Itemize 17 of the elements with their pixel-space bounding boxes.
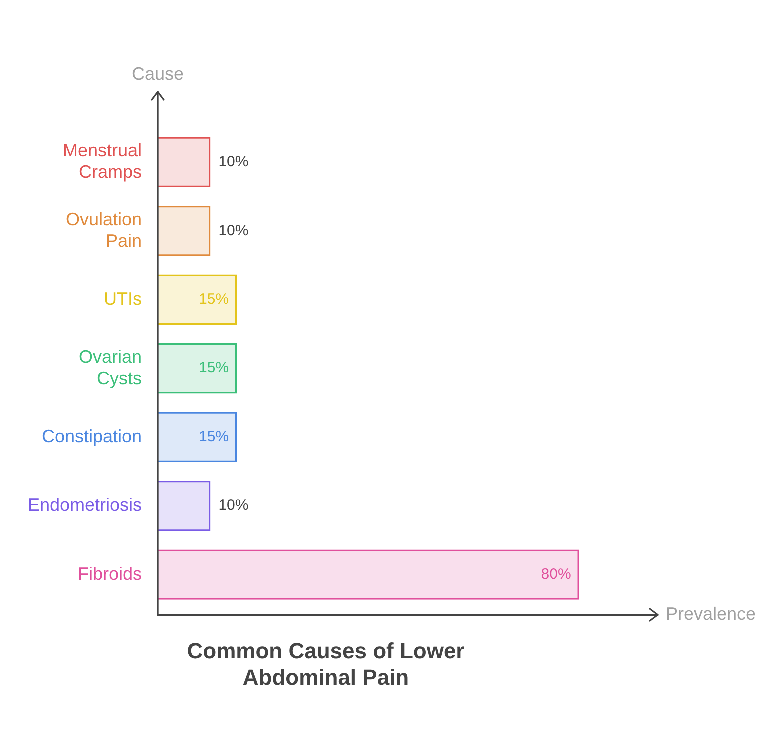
x-axis-title: Prevalence	[666, 604, 756, 624]
data-label: 15%	[199, 360, 230, 377]
data-label: 10%	[218, 222, 249, 240]
y-tick-label: Ovulation Pain	[66, 209, 142, 251]
y-tick-label: Ovarian Cysts	[79, 346, 142, 388]
y-tick-label: Fibroids	[78, 564, 142, 584]
data-label: 80%	[541, 566, 572, 583]
data-label: 15%	[199, 291, 230, 308]
text: Common Causes of Lower Abdominal Pain	[187, 638, 466, 690]
data-label: 10%	[218, 154, 249, 171]
y-tick-label: Menstrual Cramps	[63, 140, 142, 182]
data-label: 15%	[199, 428, 230, 446]
data-label: 10%	[218, 497, 249, 514]
y-tick-label: Endometriosis	[28, 495, 142, 516]
y-axis-title: Cause	[132, 64, 184, 84]
y-tick-label: Constipation	[42, 426, 142, 446]
y-tick-label: UTIs	[104, 288, 142, 309]
